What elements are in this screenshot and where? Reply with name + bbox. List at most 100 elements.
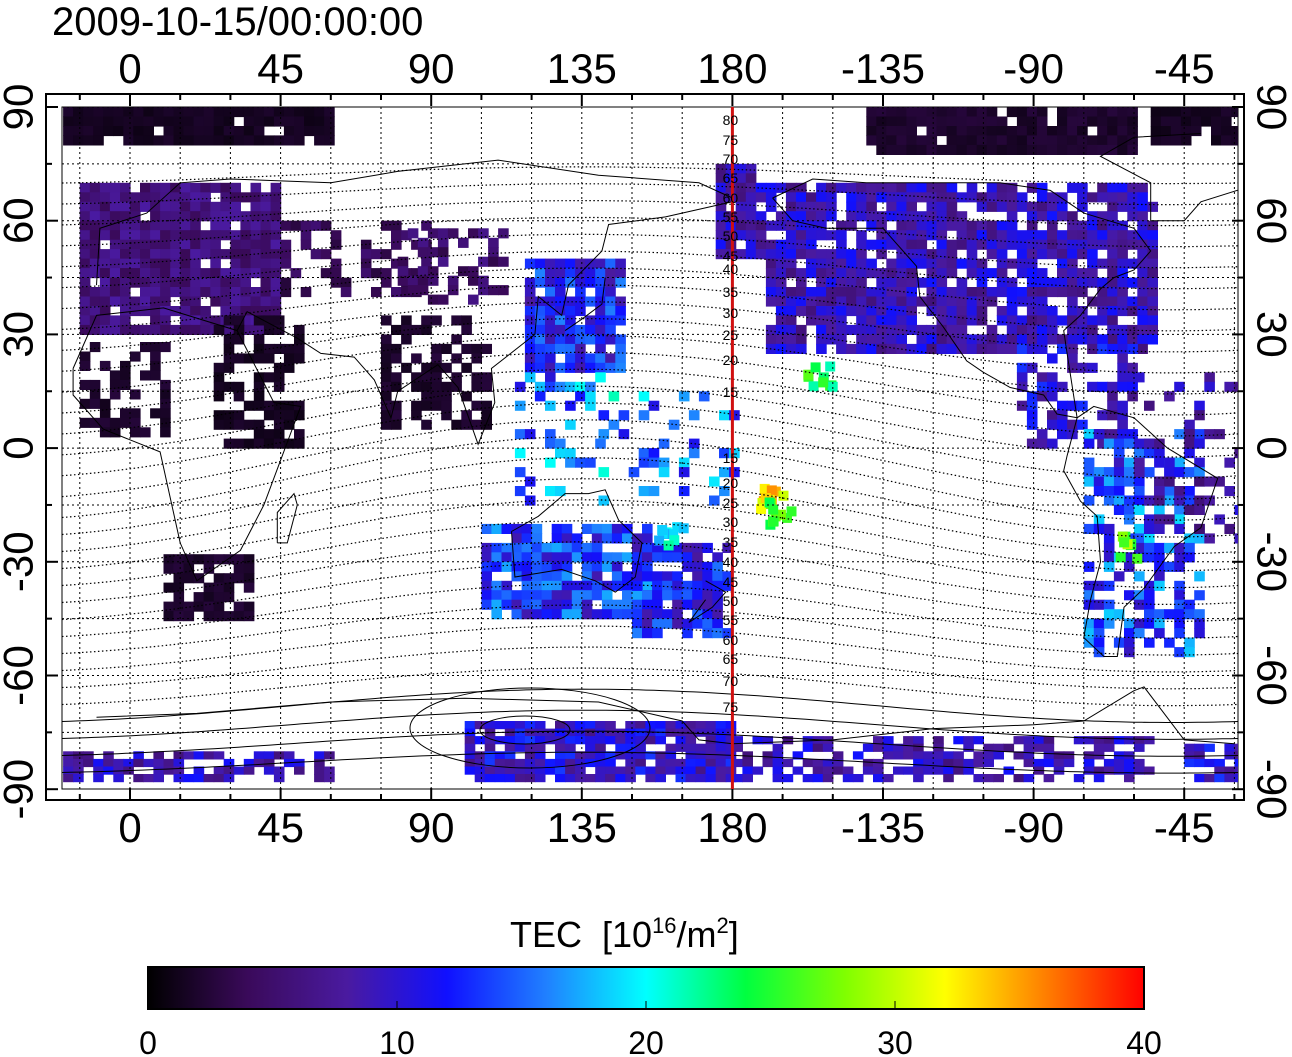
- tec-cell: [662, 590, 673, 601]
- tec-cell: [391, 410, 402, 421]
- tec-cell: [785, 211, 797, 222]
- tec-cell: [551, 590, 563, 601]
- tec-cell: [943, 766, 954, 775]
- tec-cell: [491, 552, 502, 563]
- tec-cell: [792, 751, 804, 760]
- tec-cell: [381, 277, 392, 288]
- tec-cell: [431, 400, 442, 411]
- tec-cell: [555, 728, 566, 737]
- tec-cell: [655, 721, 666, 730]
- tec-cell: [876, 306, 887, 317]
- tec-cell: [712, 571, 723, 582]
- tec-cell: [886, 239, 897, 250]
- tec-cell: [638, 486, 650, 497]
- tec-cell: [160, 389, 171, 400]
- tec-cell: [150, 342, 161, 353]
- tec-cell: [1211, 126, 1222, 137]
- tec-cell: [645, 774, 656, 783]
- tec-cell: [638, 448, 650, 459]
- tec-cell: [635, 728, 646, 737]
- tec-cell: [996, 343, 1008, 354]
- tec-cell: [926, 324, 938, 335]
- tec-cell: [79, 379, 91, 390]
- tec-cell: [1214, 514, 1225, 525]
- tec-cell: [99, 268, 111, 279]
- tec-cell: [816, 306, 827, 317]
- tec-cell: [1097, 239, 1108, 250]
- tec-cell: [391, 353, 402, 364]
- tec-cell: [545, 362, 556, 373]
- tec-cell: [1047, 249, 1058, 260]
- tec-cell: [926, 144, 938, 155]
- tec-cell: [1103, 736, 1115, 745]
- tec-cell: [1154, 580, 1165, 591]
- tec-cell: [926, 343, 938, 354]
- tec-cell: [1113, 766, 1125, 775]
- tec-cell: [1016, 116, 1028, 127]
- tec-cell: [521, 552, 533, 563]
- tec-cell: [591, 590, 603, 601]
- tec-cell: [230, 287, 241, 298]
- tec-cell: [993, 743, 1004, 752]
- tec-cell: [545, 457, 556, 468]
- tec-cell: [545, 324, 556, 335]
- tec-cell: [304, 116, 315, 127]
- tec-cell: [581, 580, 593, 591]
- tec-cell: [1057, 116, 1068, 127]
- tec-cell: [665, 751, 677, 760]
- tec-cell: [1194, 400, 1205, 411]
- tec-cell: [973, 758, 984, 768]
- tec-cell: [1234, 766, 1238, 775]
- tec-cell: [956, 315, 968, 326]
- tec-cell: [541, 590, 553, 601]
- tec-cell: [826, 211, 837, 222]
- tec-cell: [1117, 429, 1128, 440]
- tec-cell: [946, 135, 958, 146]
- tec-cell: [709, 495, 720, 506]
- tec-cell: [565, 258, 576, 269]
- tec-cell: [796, 296, 807, 307]
- tec-cell: [1107, 258, 1118, 269]
- tec-cell: [521, 590, 533, 601]
- tec-cell: [1113, 476, 1125, 487]
- right-lat-label: 30: [1249, 311, 1292, 358]
- tec-cell: [605, 736, 616, 745]
- tec-cell: [1057, 343, 1068, 354]
- tec-cell: [324, 107, 335, 118]
- tec-cell: [1144, 609, 1155, 620]
- tec-cell: [702, 599, 713, 610]
- tec-cell: [89, 230, 101, 241]
- tec-cell: [645, 751, 656, 760]
- tec-cell: [89, 417, 101, 428]
- tec-cell: [427, 294, 439, 305]
- tec-cell: [953, 766, 964, 775]
- tec-cell: [715, 173, 727, 184]
- tec-cell: [280, 220, 292, 231]
- tec-cell: [745, 211, 757, 222]
- tec-cell: [494, 766, 506, 775]
- tec-cell: [484, 774, 496, 783]
- tec-cell: [946, 182, 958, 193]
- tec-cell: [565, 343, 576, 354]
- tec-cell: [545, 372, 556, 383]
- tec-cell: [89, 201, 101, 212]
- tec-cell: [1093, 429, 1105, 440]
- tec-cell: [862, 758, 874, 768]
- tec-cell: [772, 743, 784, 752]
- tec-cell: [283, 400, 295, 411]
- tec-cell: [531, 533, 543, 544]
- tec-cell: [491, 523, 502, 534]
- tec-cell: [130, 417, 141, 428]
- tec-cell: [1006, 239, 1018, 250]
- tec-cell: [79, 398, 91, 409]
- tec-cell: [1117, 144, 1128, 155]
- tec-cell: [806, 287, 817, 298]
- tec-cell: [89, 379, 101, 390]
- tec-cell: [193, 573, 205, 584]
- tec-cell: [1137, 239, 1148, 250]
- tec-cell: [1204, 372, 1215, 383]
- tec-cell: [1134, 766, 1145, 775]
- tec-cell: [143, 758, 154, 768]
- tec-cell: [595, 353, 606, 364]
- tec-cell: [1160, 126, 1172, 137]
